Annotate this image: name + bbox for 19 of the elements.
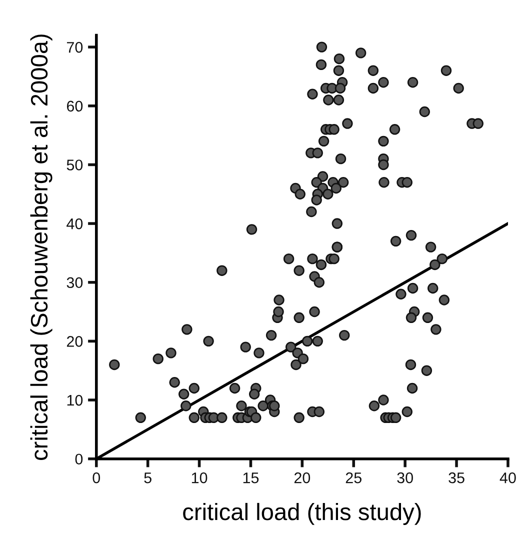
- y-tick-label: 30: [66, 277, 83, 288]
- x-tick-label: 20: [294, 472, 310, 484]
- x-tick-label: 10: [192, 472, 208, 484]
- y-tick-label: 70: [66, 42, 83, 53]
- y-tick-label: 50: [66, 160, 83, 170]
- y-axis-title: critical load (Schouwenberg et al. 2000a): [30, 34, 52, 460]
- x-tick-label: 5: [144, 472, 152, 484]
- y-tick-label: 40: [66, 218, 83, 230]
- x-tick-label: 40: [500, 472, 516, 484]
- y-tick-label: 60: [66, 100, 83, 112]
- y-tick-label: 20: [66, 336, 83, 347]
- x-axis-title: critical load (this study): [183, 502, 421, 525]
- x-tick-label: 30: [397, 472, 413, 484]
- y-tick-label: 10: [67, 394, 83, 406]
- x-tick-label: 0: [92, 472, 100, 484]
- x-tick-label: 35: [448, 472, 464, 484]
- x-tick-label: 25: [346, 472, 362, 484]
- x-tick-label: 15: [243, 472, 259, 484]
- y-tick-label: 0: [75, 454, 83, 465]
